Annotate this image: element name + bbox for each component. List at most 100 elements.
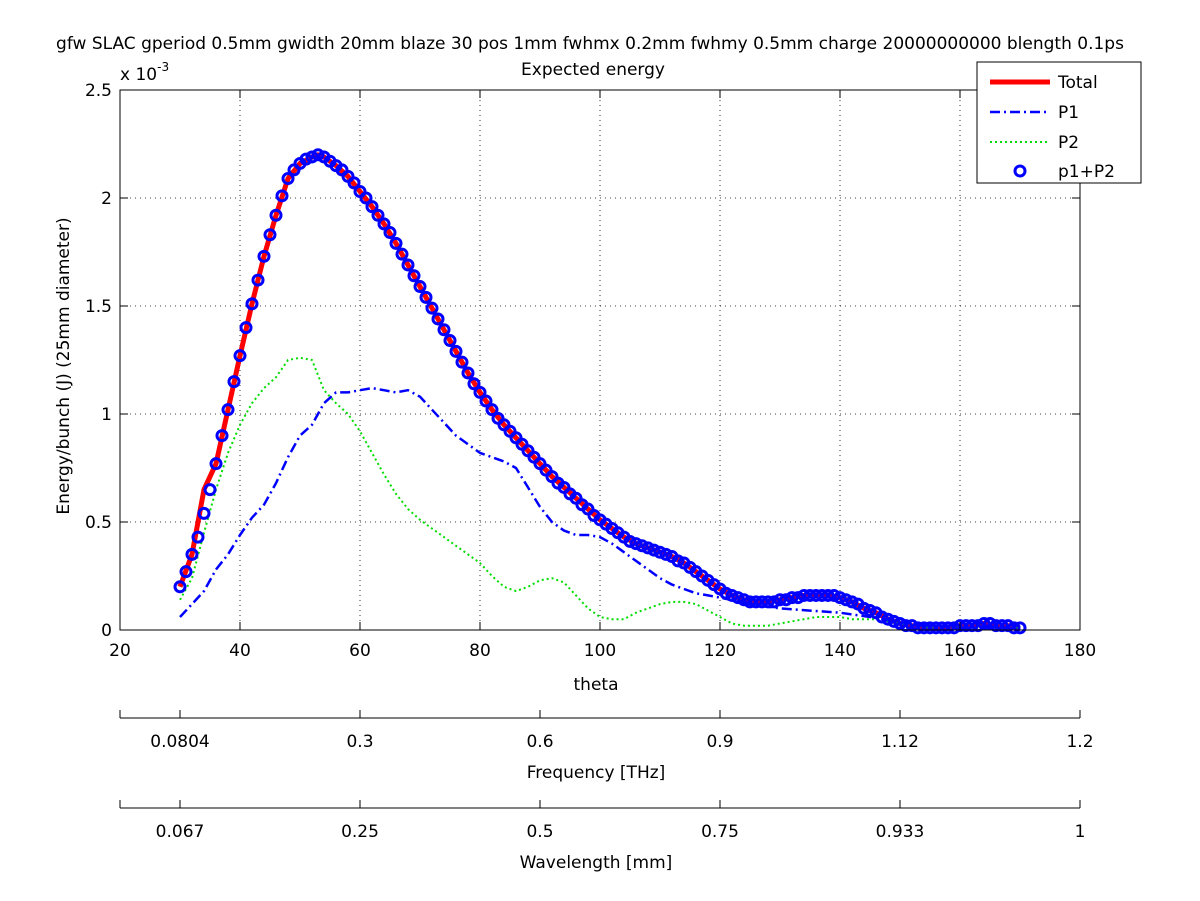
point-p1-p2	[245, 297, 259, 311]
point-p1-p2	[941, 621, 955, 635]
series-line-p2	[179, 356, 1020, 629]
y-tick-label: 1	[101, 405, 112, 425]
point-p1-p2	[371, 208, 385, 222]
x-tick-label: 60	[349, 641, 371, 661]
x-tick-label: 160	[944, 641, 976, 661]
point-p1-p2	[773, 593, 787, 607]
point-p1-p2	[473, 385, 487, 399]
point-p1-p2	[233, 349, 247, 363]
point-p1-p2	[401, 258, 415, 272]
point-p1-p2	[953, 619, 967, 633]
secondary-tick-label: 0.75	[701, 822, 739, 842]
point-p1-p2	[875, 610, 889, 624]
point-p1-p2	[815, 588, 829, 602]
point-p1-p2	[845, 595, 859, 609]
point-p1-p2	[737, 593, 751, 607]
point-p1-p2	[641, 541, 655, 555]
point-p1-p2	[1007, 621, 1021, 635]
point-p1-p2	[905, 619, 919, 633]
legend-label-p1p2: p1+P2	[1058, 162, 1115, 182]
secondary-tick-label: 1.2	[1066, 732, 1093, 752]
point-p1-p2	[923, 621, 937, 635]
x-tick-label: 40	[229, 641, 251, 661]
point-p1-p2	[407, 269, 421, 283]
point-p1-p2	[209, 457, 223, 471]
point-p1-p2	[347, 176, 361, 190]
secondary-tick-label: 0.5	[526, 822, 553, 842]
point-p1-p2	[467, 377, 481, 391]
x-tick-label: 100	[584, 641, 616, 661]
x-tick-label: 80	[469, 641, 491, 661]
point-p1-p2	[971, 619, 985, 633]
point-p1-p2	[635, 539, 649, 553]
series-line-p1	[179, 386, 1020, 630]
point-p1-p2	[761, 595, 775, 609]
secondary-tick-label: 0.067	[156, 822, 205, 842]
point-p1-p2	[479, 394, 493, 408]
grid	[120, 90, 1080, 630]
y-exponent-label: x 10-3	[120, 60, 169, 85]
point-p1-p2	[449, 344, 463, 358]
point-p1-p2	[857, 601, 871, 615]
secondary-tick-label: 0.25	[341, 822, 379, 842]
point-p1-p2	[629, 537, 643, 551]
point-p1-p2	[425, 301, 439, 315]
point-p1-p2	[485, 403, 499, 417]
point-p1-p2	[239, 321, 253, 335]
point-p1-p2	[743, 595, 757, 609]
point-p1-p2	[1013, 621, 1027, 635]
point-p1-p2	[197, 506, 211, 520]
point-p1-p2	[185, 547, 199, 561]
point-p1-p2	[911, 621, 925, 635]
point-p1-p2	[839, 593, 853, 607]
point-p1-p2	[383, 226, 397, 240]
point-p1-p2	[191, 530, 205, 544]
point-p1-p2	[251, 273, 265, 287]
y-exponent-value: -3	[157, 60, 169, 74]
point-p1-p2	[671, 554, 685, 568]
legend-swatch-p1p2	[1013, 164, 1027, 178]
point-p1-p2	[215, 429, 229, 443]
point-p1-p2	[1001, 619, 1015, 633]
point-p1-p2	[767, 595, 781, 609]
y-tick-label: 0.5	[85, 513, 112, 533]
point-p1-p2	[455, 355, 469, 369]
point-p1-p2	[311, 148, 325, 162]
y-axis-label: Energy/bunch (J) (25mm diameter)	[54, 217, 74, 514]
point-p1-p2	[305, 150, 319, 164]
secondary-tick-label: 1.12	[881, 732, 919, 752]
point-p1-p2	[821, 588, 835, 602]
point-p1-p2	[947, 621, 961, 635]
point-p1-p2	[725, 588, 739, 602]
x-tick-label: 140	[824, 641, 856, 661]
point-p1-p2	[653, 545, 667, 559]
point-p1-p2	[749, 595, 763, 609]
point-p1-p2	[809, 588, 823, 602]
chart-title: gfw SLAC gperiod 0.5mm gwidth 20mm blaze…	[56, 34, 1124, 54]
point-p1-p2	[179, 565, 193, 579]
point-p1-p2	[263, 228, 277, 242]
point-p1-p2	[365, 200, 379, 214]
point-p1-p2	[803, 588, 817, 602]
point-p1-p2	[395, 247, 409, 261]
point-p1-p2	[731, 591, 745, 605]
point-p1-p2	[959, 619, 973, 633]
point-p1-p2	[203, 483, 217, 497]
point-p1-p2	[929, 621, 943, 635]
y-tick-label: 2.5	[85, 81, 112, 101]
legend-label-p2: P2	[1058, 133, 1079, 153]
point-p1-p2	[887, 614, 901, 628]
legend-label-total: Total	[1057, 73, 1098, 93]
point-p1-p2	[269, 208, 283, 222]
point-p1-p2	[227, 375, 241, 389]
point-p1-p2	[461, 366, 475, 380]
point-p1-p2	[623, 534, 637, 548]
secondary-tick-label: 0.6	[526, 732, 553, 752]
point-p1-p2	[389, 236, 403, 250]
point-p1-p2	[359, 191, 373, 205]
secondary-tick-label: 0.9	[706, 732, 733, 752]
point-p1-p2	[899, 619, 913, 633]
point-p1-p2	[935, 621, 949, 635]
chart-subtitle: Expected energy	[521, 60, 665, 80]
x-tick-label: 20	[109, 641, 131, 661]
